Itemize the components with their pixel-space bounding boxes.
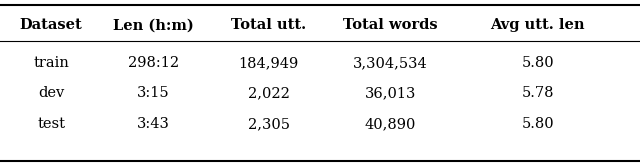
Text: test: test <box>37 117 65 131</box>
Text: train: train <box>33 56 69 70</box>
Text: Total words: Total words <box>343 18 438 32</box>
Text: 3,304,534: 3,304,534 <box>353 56 428 70</box>
Text: 3:43: 3:43 <box>137 117 170 131</box>
Text: 2,022: 2,022 <box>248 86 290 101</box>
Text: Avg utt. len: Avg utt. len <box>490 18 585 32</box>
Text: 5.80: 5.80 <box>522 56 554 70</box>
Text: 36,013: 36,013 <box>365 86 416 101</box>
Text: 5.78: 5.78 <box>522 86 554 101</box>
Text: 184,949: 184,949 <box>239 56 299 70</box>
Text: 5.80: 5.80 <box>522 117 554 131</box>
Text: 2,305: 2,305 <box>248 117 290 131</box>
Text: 40,890: 40,890 <box>365 117 416 131</box>
Text: Total utt.: Total utt. <box>231 18 307 32</box>
Text: Len (h:m): Len (h:m) <box>113 18 194 32</box>
Text: dev: dev <box>38 86 65 101</box>
Text: Dataset: Dataset <box>20 18 83 32</box>
Text: 298:12: 298:12 <box>128 56 179 70</box>
Text: 3:15: 3:15 <box>138 86 170 101</box>
